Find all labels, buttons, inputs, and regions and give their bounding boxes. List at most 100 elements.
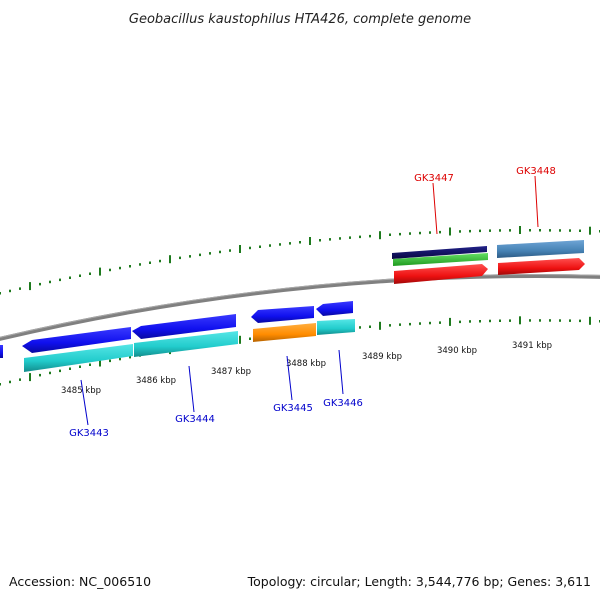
top-minor-tick (329, 238, 331, 241)
bottom-minor-tick (69, 367, 71, 370)
gene-labels: GK3443 GK3444 GK3445 GK3446 GK3447 GK344… (69, 166, 556, 439)
bottom-minor-tick (9, 380, 11, 384)
gene-label-gk3448[interactable]: GK3448 (516, 166, 556, 177)
top-minor-tick (209, 252, 211, 255)
bottom-minor-tick (399, 323, 401, 326)
leader-gk3447 (432, 182, 438, 235)
bottom-major-tick (449, 317, 451, 326)
top-major-tick (239, 245, 241, 253)
top-minor-tick (249, 246, 251, 250)
upper-feature-track (392, 240, 585, 284)
top-minor-tick (219, 250, 221, 254)
gene-label-gk3444[interactable]: GK3444 (175, 414, 215, 425)
top-minor-tick (539, 229, 541, 232)
gene-gk3448-feature[interactable] (497, 240, 584, 258)
kbp-label-3487: 3487 kbp (211, 367, 251, 377)
bottom-major-tick (239, 335, 241, 344)
accession-text: Accession: NC_006510 (9, 574, 151, 589)
bottom-minor-tick (429, 321, 431, 325)
top-minor-tick (509, 229, 511, 232)
bottom-minor-tick (499, 319, 501, 322)
top-major-tick (309, 237, 311, 245)
top-minor-tick (439, 230, 441, 234)
gene-gk3446-arrow[interactable] (316, 301, 353, 316)
gene-gk3444-feature[interactable] (134, 331, 238, 357)
top-major-tick (29, 282, 31, 291)
kbp-label-3485: 3485 kbp (61, 386, 101, 396)
top-minor-tick (349, 236, 351, 239)
gene-gk3442-arrow[interactable] (0, 345, 3, 358)
gene-gk3445-feature[interactable] (253, 323, 316, 342)
gene-gk3443-arrow[interactable] (22, 327, 131, 353)
top-major-tick (99, 267, 101, 276)
top-minor-tick (0, 292, 1, 295)
kbp-label-3488: 3488 kbp (286, 359, 326, 369)
top-minor-tick (189, 255, 191, 258)
top-minor-tick (499, 229, 501, 232)
bottom-minor-tick (559, 319, 561, 322)
bottom-minor-tick (369, 325, 371, 328)
bottom-minor-tick (119, 357, 121, 361)
gene-label-gk3443[interactable]: GK3443 (69, 428, 109, 439)
top-minor-tick (259, 245, 261, 248)
top-minor-tick (149, 261, 151, 264)
top-minor-tick (9, 289, 11, 293)
bottom-minor-tick (0, 383, 1, 386)
top-minor-tick (459, 230, 461, 233)
bottom-minor-tick (89, 363, 91, 366)
top-minor-tick (39, 282, 41, 286)
bottom-major-tick (379, 321, 381, 330)
top-minor-tick (139, 263, 141, 266)
bottom-minor-tick (409, 322, 411, 326)
gene-gk3445-arrow[interactable] (251, 306, 314, 323)
top-minor-tick (49, 280, 51, 284)
bottom-minor-tick (359, 326, 361, 329)
gene-gk3446-feature[interactable] (317, 319, 355, 335)
gene-gk3447-arrow[interactable] (394, 264, 488, 284)
bottom-minor-tick (49, 371, 51, 375)
top-minor-tick (179, 256, 181, 260)
bottom-minor-tick (39, 373, 41, 377)
bottom-minor-tick (459, 320, 461, 324)
top-minor-tick (389, 233, 391, 236)
top-minor-tick (59, 278, 61, 282)
bottom-minor-tick (509, 319, 511, 322)
top-major-tick (169, 255, 171, 264)
top-tick-track (0, 226, 600, 295)
gene-label-gk3445[interactable]: GK3445 (273, 403, 313, 414)
top-minor-tick (119, 266, 121, 270)
top-minor-tick (109, 268, 111, 272)
kbp-label-3486: 3486 kbp (136, 376, 176, 386)
top-minor-tick (79, 274, 81, 277)
top-minor-tick (429, 231, 431, 234)
gene-gk3444-arrow[interactable] (132, 314, 236, 339)
top-minor-tick (419, 231, 421, 235)
top-minor-tick (549, 229, 551, 232)
top-minor-tick (579, 229, 581, 232)
gene-gk3443-feature[interactable] (24, 344, 133, 372)
top-minor-tick (399, 232, 401, 236)
genome-summary-text: Topology: circular; Length: 3,544,776 bp… (247, 574, 591, 589)
gene-gk3447-green-bar[interactable] (393, 253, 488, 266)
gene-label-gk3447[interactable]: GK3447 (414, 173, 454, 184)
top-minor-tick (469, 229, 471, 233)
top-minor-tick (229, 249, 231, 252)
bottom-minor-tick (419, 322, 421, 325)
top-major-tick (589, 226, 591, 235)
bottom-major-tick (589, 316, 591, 325)
top-minor-tick (199, 253, 201, 257)
bottom-minor-tick (479, 320, 481, 323)
bottom-minor-tick (569, 319, 571, 322)
gene-leader-lines (80, 175, 539, 426)
top-minor-tick (489, 229, 491, 232)
bottom-minor-tick (579, 319, 581, 323)
gene-label-gk3446[interactable]: GK3446 (323, 398, 363, 409)
top-minor-tick (359, 235, 361, 239)
genome-backbone (0, 274, 600, 341)
kbp-label-3489: 3489 kbp (362, 352, 402, 362)
top-minor-tick (159, 259, 161, 263)
gene-gk3448-arrow[interactable] (498, 258, 585, 275)
gene-gk3447-navy-bar[interactable] (392, 246, 487, 259)
